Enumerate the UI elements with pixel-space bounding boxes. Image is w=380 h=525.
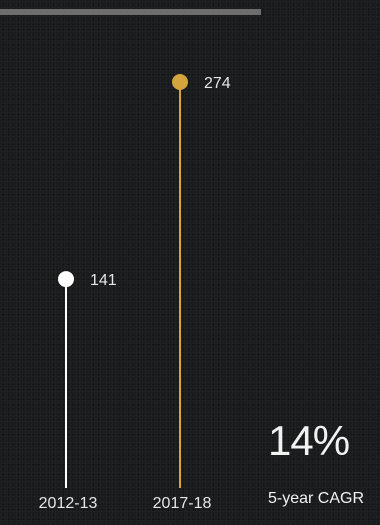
- data-label-2012-13: 141: [90, 272, 117, 289]
- cagr-label: 5-year CAGR: [268, 490, 365, 507]
- cagr-value: 14%: [268, 417, 350, 464]
- point-2017-18: [172, 74, 188, 90]
- tick-label-2012-13: 2012-13: [39, 495, 98, 512]
- point-2012-13: [58, 271, 74, 288]
- top-bar: [0, 9, 261, 15]
- tick-label-2017-18: 2017-18: [153, 495, 212, 512]
- data-label-2017-18: 274: [204, 75, 231, 92]
